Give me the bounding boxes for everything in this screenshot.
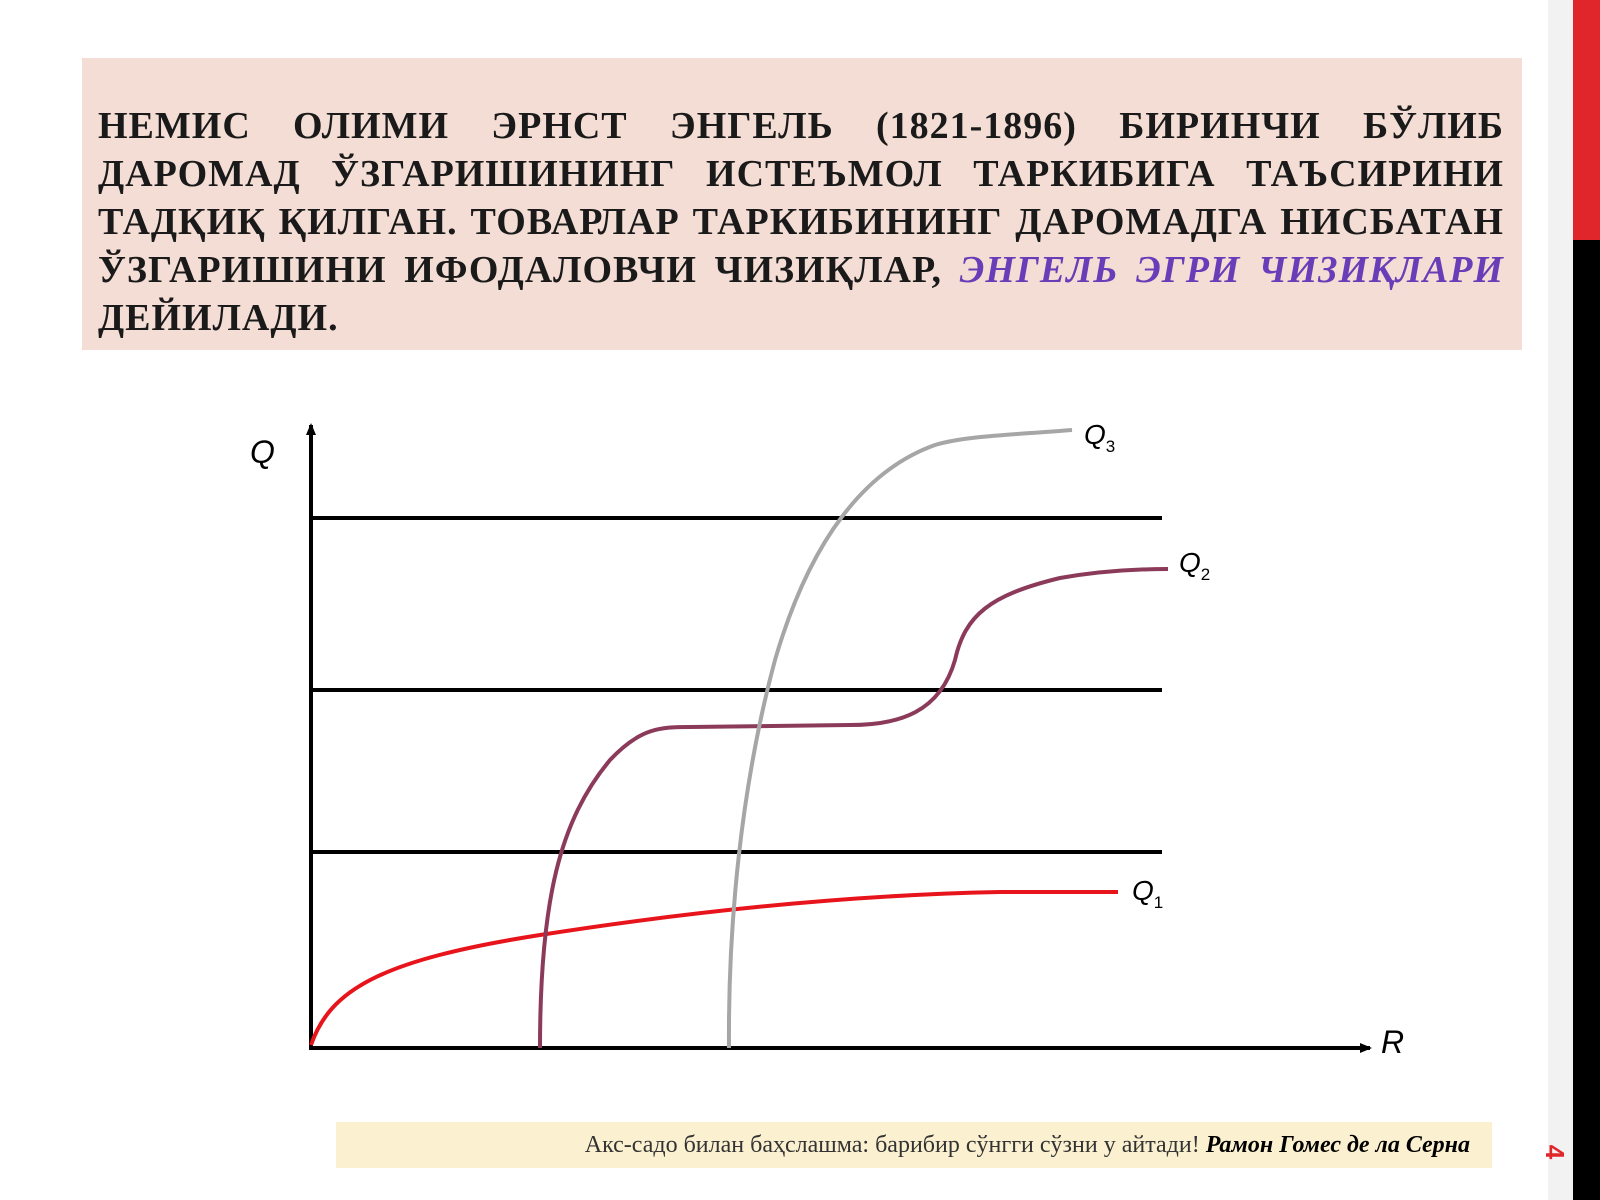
heading-box: НЕМИС ОЛИМИ ЭРНСТ ЭНГЕЛЬ (1821-1896) БИР… [82, 58, 1522, 350]
accent-bar-red [1573, 0, 1600, 240]
x-axis-label: R [1381, 1024, 1404, 1060]
curve-q1-label: Q1 [1132, 875, 1163, 912]
curve-q2-label-sub: 2 [1201, 565, 1210, 584]
heading-text-main: НЕМИС ОЛИМИ ЭРНСТ ЭНГЕЛЬ (1821-1896) БИР… [98, 105, 1504, 291]
quote-box: Акс-садо билан баҳслашма: барибир сўнгги… [336, 1122, 1492, 1168]
slide-number: 4 [1540, 1144, 1570, 1160]
curve-q2-label-main: Q [1179, 547, 1201, 578]
curve-q3-label: Q3 [1084, 419, 1115, 456]
curve-q2-label: Q2 [1179, 547, 1210, 584]
side-strip [1548, 0, 1573, 1200]
heading-highlight: ЭНГЕЛЬ ЭГРИ ЧИЗИҚЛАРИ [959, 249, 1504, 291]
heading-text-end: ДЕЙИЛАДИ. [98, 297, 339, 339]
quote-text: Акс-садо билан баҳслашма: барибир сўнгги… [584, 1132, 1200, 1158]
quote-author: Рамон Гомес де ла Серна [1205, 1132, 1470, 1158]
curve-q3-label-main: Q [1084, 419, 1106, 450]
accent-bar-black [1573, 240, 1600, 1200]
curve-q1 [309, 890, 1118, 1046]
curve-q3 [726, 428, 1073, 1049]
curve-q1-label-main: Q [1132, 875, 1154, 906]
heading-text: НЕМИС ОЛИМИ ЭРНСТ ЭНГЕЛЬ (1821-1896) БИР… [98, 102, 1504, 342]
curve-q1-label-sub: 1 [1154, 893, 1163, 912]
curve-q3-label-sub: 3 [1106, 437, 1115, 456]
curve-q2 [538, 567, 1169, 1049]
y-axis-label: Q [250, 434, 275, 470]
